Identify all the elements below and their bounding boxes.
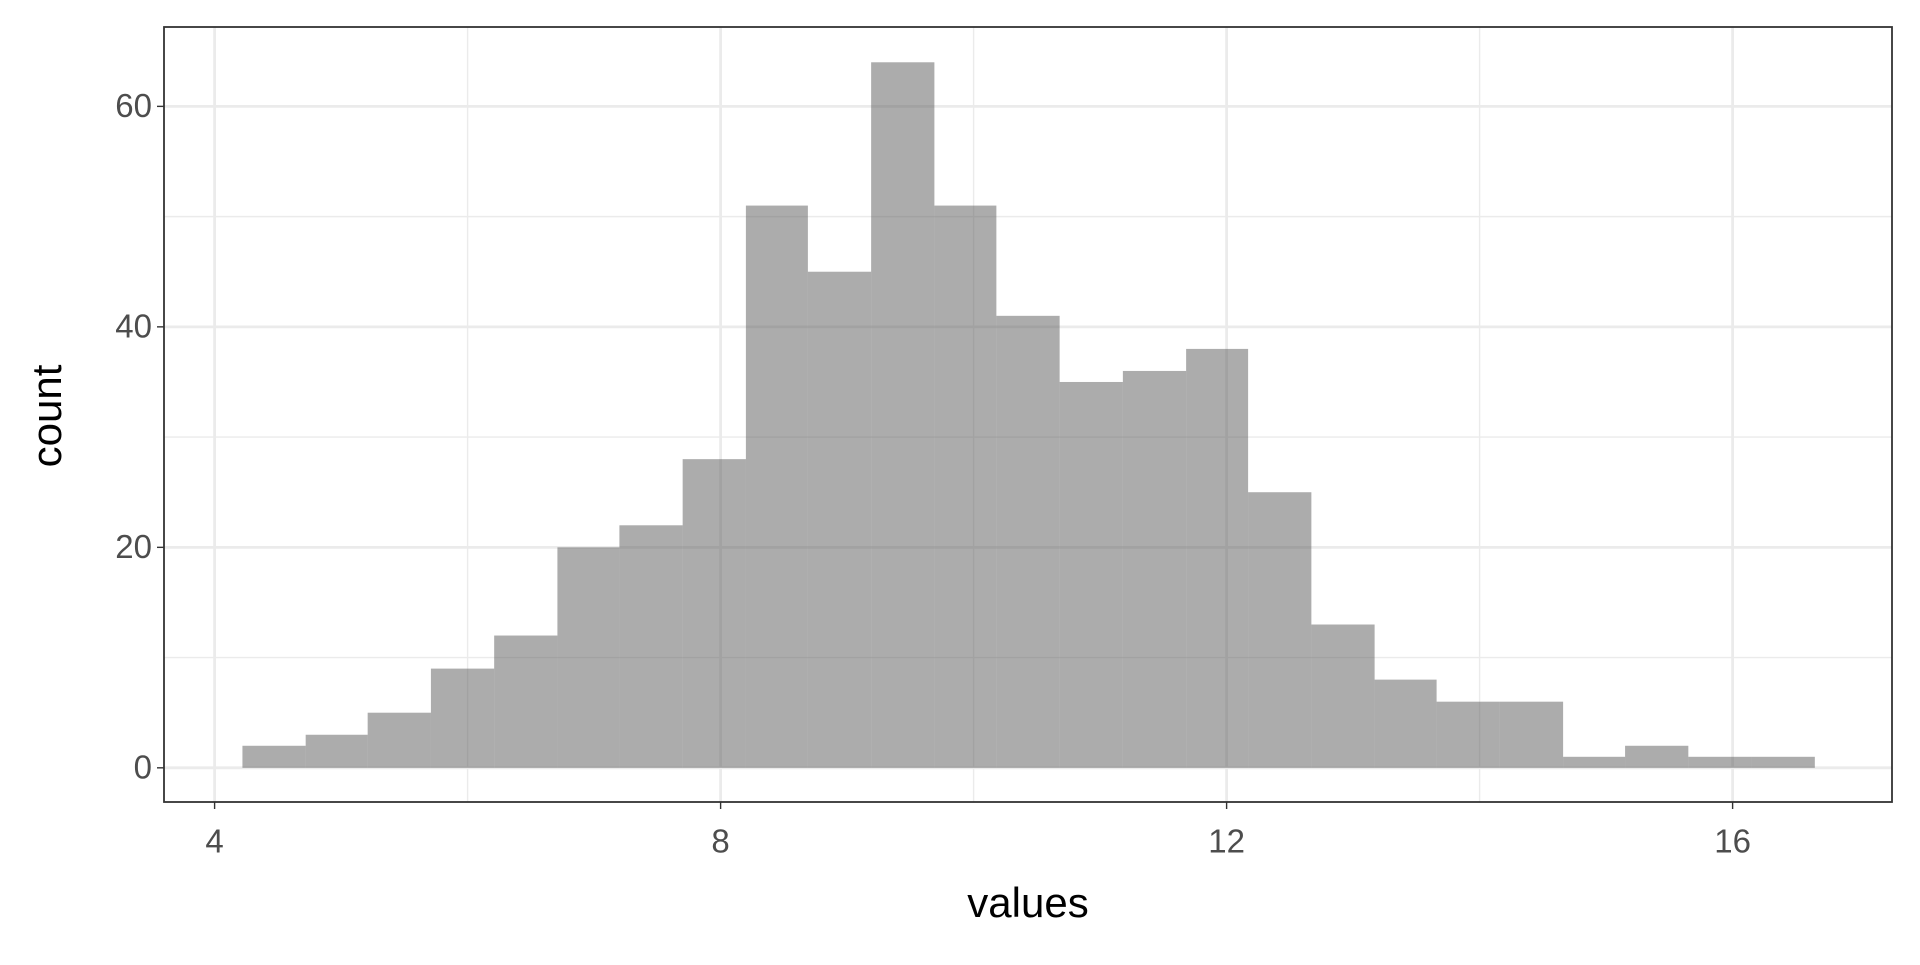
bar (1563, 756, 1626, 768)
bar (996, 315, 1060, 768)
bar (430, 668, 495, 768)
x-tick-label: 16 (1714, 823, 1751, 860)
panel-border (163, 26, 1893, 803)
bar (619, 525, 683, 768)
x-tick-label: 4 (205, 823, 223, 860)
y-tick-label: 0 (134, 749, 152, 786)
bar (807, 271, 872, 768)
bar (367, 712, 431, 768)
bar (1059, 381, 1123, 768)
y-tick-label: 40 (115, 308, 152, 345)
y-axis-title: count (23, 364, 70, 467)
x-tick-label: 12 (1208, 823, 1245, 860)
bar (557, 547, 620, 768)
bar (1436, 701, 1500, 768)
bar (1625, 745, 1689, 768)
bar (242, 745, 306, 768)
bar (934, 205, 997, 768)
bar (1499, 701, 1564, 768)
bar (745, 205, 808, 768)
bar (1248, 492, 1312, 768)
bar (871, 62, 935, 768)
bar (1311, 624, 1375, 768)
bar (682, 459, 746, 768)
bar (1751, 756, 1815, 768)
bar (1186, 348, 1249, 768)
y-tick-label: 60 (115, 87, 152, 124)
bar (1688, 756, 1752, 768)
bar (1122, 370, 1187, 768)
bar (305, 734, 368, 768)
x-axis-title: values (967, 879, 1088, 926)
bar (494, 635, 558, 768)
x-tick-label: 8 (711, 823, 729, 860)
bar (1374, 679, 1437, 768)
y-tick-label: 20 (115, 528, 152, 565)
